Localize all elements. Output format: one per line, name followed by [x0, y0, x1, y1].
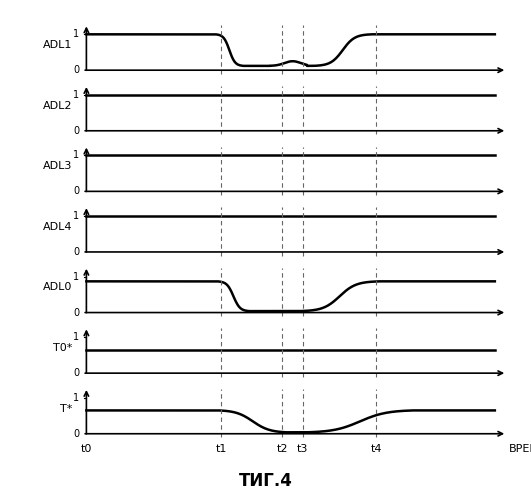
Text: 1: 1: [73, 332, 79, 342]
Text: 1: 1: [73, 151, 79, 161]
Text: 1: 1: [73, 393, 79, 403]
Text: T0*: T0*: [53, 343, 72, 353]
Text: ADL2: ADL2: [42, 101, 72, 111]
Text: 0: 0: [73, 429, 79, 439]
Text: ADL1: ADL1: [42, 40, 72, 50]
Text: t2: t2: [277, 444, 288, 454]
Text: t3: t3: [297, 444, 309, 454]
Text: t1: t1: [216, 444, 227, 454]
Text: t0: t0: [81, 444, 92, 454]
Text: 1: 1: [73, 29, 79, 39]
Text: 0: 0: [73, 186, 79, 197]
Text: ADL4: ADL4: [42, 222, 72, 232]
Text: T*: T*: [59, 404, 72, 414]
Text: 1: 1: [73, 90, 79, 100]
Text: 0: 0: [73, 368, 79, 378]
Text: 1: 1: [73, 211, 79, 221]
Text: ADL0: ADL0: [42, 282, 72, 292]
Text: t4: t4: [371, 444, 382, 454]
Text: 0: 0: [73, 126, 79, 136]
Text: 0: 0: [73, 307, 79, 317]
Text: ВРЕМЯ: ВРЕМЯ: [509, 444, 531, 454]
Text: 0: 0: [73, 65, 79, 75]
Text: 1: 1: [73, 271, 79, 281]
Text: ΤИГ.4: ΤИГ.4: [238, 472, 293, 490]
Text: 0: 0: [73, 247, 79, 257]
Text: ADL3: ADL3: [42, 161, 72, 171]
